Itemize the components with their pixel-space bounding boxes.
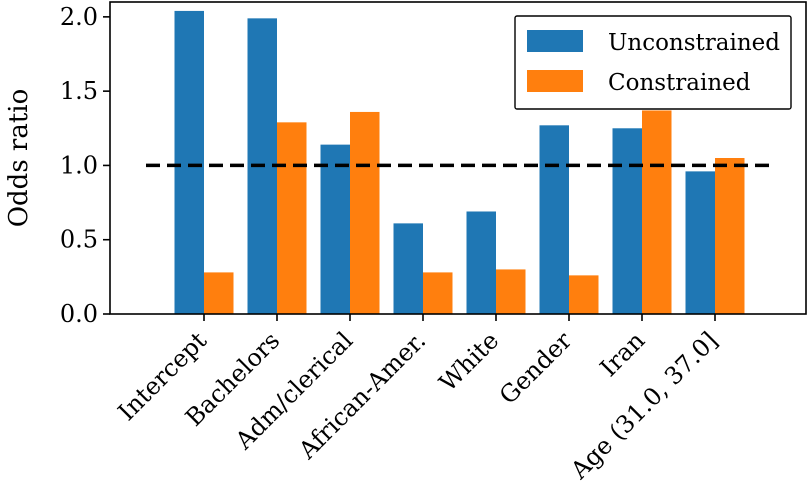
y-tick-label: 0.5 bbox=[60, 226, 98, 254]
legend-box bbox=[514, 15, 792, 110]
bar-unconstrained-7 bbox=[685, 171, 715, 314]
bar-constrained-3 bbox=[423, 272, 453, 314]
bar-unconstrained-4 bbox=[466, 211, 496, 314]
y-tick-label: 2.0 bbox=[60, 3, 98, 31]
x-tick-label: White bbox=[434, 326, 504, 396]
legend-label-constrained: Constrained bbox=[608, 70, 751, 96]
bar-unconstrained-3 bbox=[393, 223, 423, 314]
bar-constrained-7 bbox=[715, 158, 745, 314]
bar-constrained-2 bbox=[350, 111, 380, 314]
legend-swatch-unconstrained bbox=[527, 30, 583, 52]
x-tick-label: African-Amer. bbox=[293, 326, 432, 465]
bar-unconstrained-0 bbox=[174, 10, 204, 315]
y-tick-label: 1.0 bbox=[60, 151, 98, 179]
bar-constrained-4 bbox=[496, 269, 526, 314]
bar-constrained-1 bbox=[277, 122, 307, 314]
plot-frame bbox=[109, 1, 807, 315]
bar-constrained-6 bbox=[642, 110, 672, 314]
bar-constrained-5 bbox=[569, 275, 599, 314]
bar-constrained-0 bbox=[204, 272, 234, 314]
legend-swatch-constrained bbox=[527, 70, 583, 92]
legend-label-unconstrained: Unconstrained bbox=[608, 30, 780, 56]
y-axis-title: Odds ratio bbox=[4, 89, 34, 228]
x-tick-label: Iran bbox=[595, 326, 651, 382]
bars-group bbox=[174, 10, 745, 315]
y-tick-label: 1.5 bbox=[60, 77, 98, 105]
bar-unconstrained-6 bbox=[612, 128, 642, 314]
x-tick-label: Gender bbox=[494, 326, 578, 410]
bar-unconstrained-5 bbox=[539, 125, 569, 314]
bar-unconstrained-2 bbox=[320, 144, 350, 314]
y-tick-label: 0.0 bbox=[60, 300, 98, 328]
legend: Unconstrained Constrained bbox=[514, 15, 792, 110]
